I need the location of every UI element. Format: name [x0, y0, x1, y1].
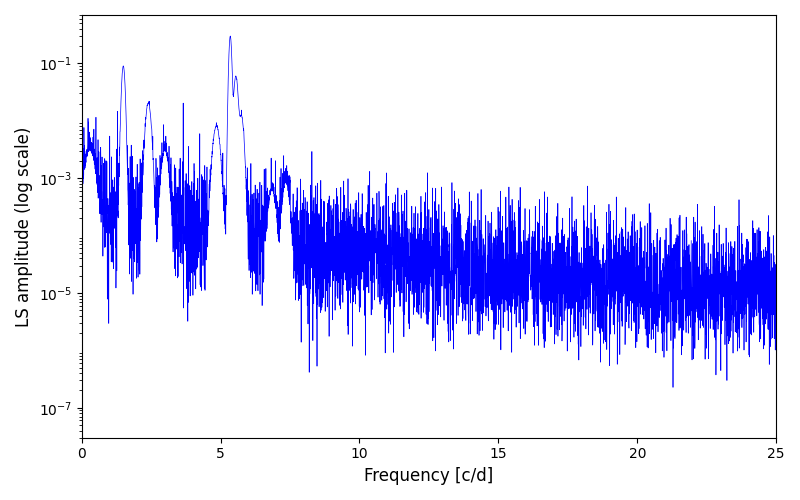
X-axis label: Frequency [c/d]: Frequency [c/d]: [364, 467, 494, 485]
Y-axis label: LS amplitude (log scale): LS amplitude (log scale): [15, 126, 33, 326]
